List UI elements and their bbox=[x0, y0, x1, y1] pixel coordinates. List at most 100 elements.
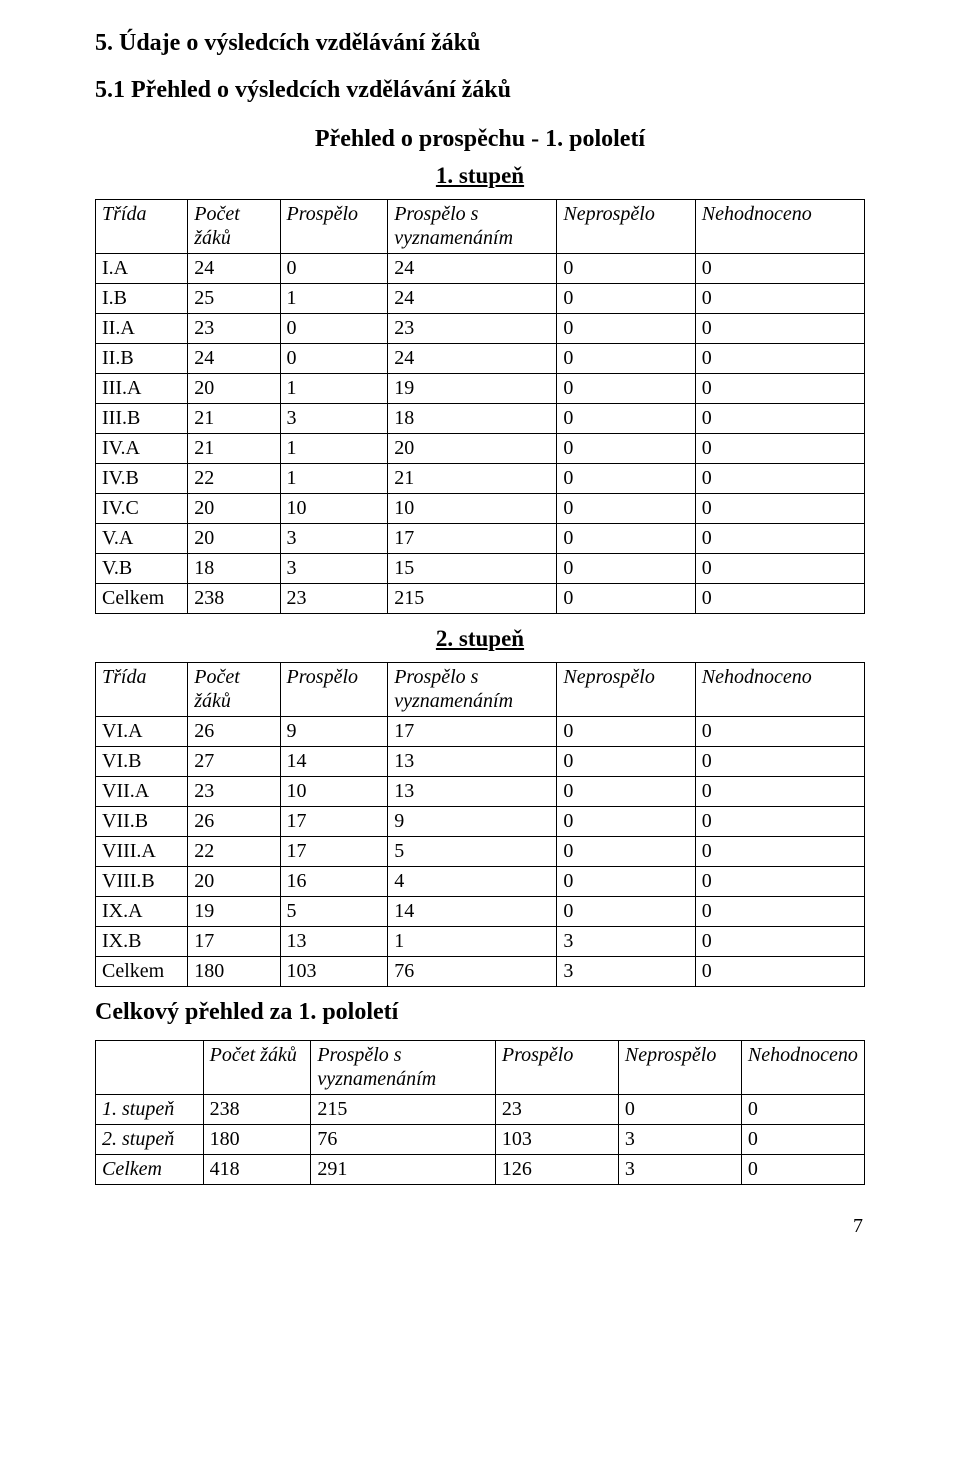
table-cell: 0 bbox=[741, 1125, 864, 1155]
table-cell: IV.C bbox=[96, 494, 188, 524]
table-cell: 0 bbox=[695, 494, 864, 524]
table-row: V.B1831500 bbox=[96, 554, 865, 584]
table-cell: 3 bbox=[280, 554, 388, 584]
table-cell: 13 bbox=[280, 927, 388, 957]
col-pocet: Počet žáků bbox=[188, 200, 280, 254]
table-cell: 23 bbox=[188, 777, 280, 807]
table-row: I.A2402400 bbox=[96, 254, 865, 284]
table-row: VI.B27141300 bbox=[96, 747, 865, 777]
table-cell: II.B bbox=[96, 344, 188, 374]
table-cell: 3 bbox=[280, 404, 388, 434]
table-cell: 0 bbox=[557, 807, 695, 837]
table-cell: 1 bbox=[280, 284, 388, 314]
summary-title: Celkový přehled za 1. pololetí bbox=[95, 999, 865, 1026]
table-cell: 20 bbox=[188, 524, 280, 554]
table-row: IV.B2212100 bbox=[96, 464, 865, 494]
table-cell: 0 bbox=[695, 404, 864, 434]
table-row: VI.A2691700 bbox=[96, 717, 865, 747]
table-header-row: Třída Počet žáků Prospělo Prospělo s vyz… bbox=[96, 200, 865, 254]
table-cell: 0 bbox=[695, 584, 864, 614]
table-cell: 3 bbox=[618, 1125, 741, 1155]
col-prospelo-s: Prospělo s vyznamenáním bbox=[388, 663, 557, 717]
table-cell: III.B bbox=[96, 404, 188, 434]
table-body: VI.A2691700VI.B27141300VII.A23101300VII.… bbox=[96, 717, 865, 987]
table-cell: 10 bbox=[280, 777, 388, 807]
table-cell: 238 bbox=[188, 584, 280, 614]
table-cell: 0 bbox=[280, 344, 388, 374]
table-cell: 0 bbox=[557, 494, 695, 524]
table-cell: 4 bbox=[388, 867, 557, 897]
table-cell: I.B bbox=[96, 284, 188, 314]
col-trida: Třída bbox=[96, 200, 188, 254]
table-cell: 0 bbox=[741, 1095, 864, 1125]
table-cell: 76 bbox=[311, 1125, 496, 1155]
table-cell: 9 bbox=[388, 807, 557, 837]
stage2-label: 2. stupeň bbox=[95, 626, 865, 652]
table-cell: 0 bbox=[557, 284, 695, 314]
col-empty bbox=[96, 1041, 204, 1095]
col-trida: Třída bbox=[96, 663, 188, 717]
table-row: IV.A2112000 bbox=[96, 434, 865, 464]
table-header-row: Počet žáků Prospělo s vyznamenáním Prosp… bbox=[96, 1041, 865, 1095]
table-cell: 0 bbox=[695, 464, 864, 494]
table-row: Celkem1801037630 bbox=[96, 957, 865, 987]
table-cell: 0 bbox=[557, 374, 695, 404]
table-cell: 1 bbox=[280, 464, 388, 494]
table-row: IX.A1951400 bbox=[96, 897, 865, 927]
table-cell: 0 bbox=[695, 554, 864, 584]
table-cell: 25 bbox=[188, 284, 280, 314]
table-cell: 0 bbox=[557, 717, 695, 747]
table-row: VII.B2617900 bbox=[96, 807, 865, 837]
table-cell: 0 bbox=[557, 867, 695, 897]
table-cell: 15 bbox=[388, 554, 557, 584]
table-cell: 20 bbox=[188, 374, 280, 404]
table-cell: 418 bbox=[203, 1155, 311, 1185]
table-stage1: Třída Počet žáků Prospělo Prospělo s vyz… bbox=[95, 199, 865, 614]
table-cell: VI.A bbox=[96, 717, 188, 747]
table-row: IX.B1713130 bbox=[96, 927, 865, 957]
table-cell: 0 bbox=[695, 777, 864, 807]
table-cell: IX.B bbox=[96, 927, 188, 957]
table-cell: 22 bbox=[188, 837, 280, 867]
table-cell: 17 bbox=[280, 837, 388, 867]
table-cell: VII.B bbox=[96, 807, 188, 837]
table-cell: 0 bbox=[280, 254, 388, 284]
table-cell: 24 bbox=[188, 254, 280, 284]
table-cell: 0 bbox=[557, 554, 695, 584]
table-row: VIII.B2016400 bbox=[96, 867, 865, 897]
table-cell: 103 bbox=[495, 1125, 618, 1155]
table-cell: 291 bbox=[311, 1155, 496, 1185]
table-cell: 126 bbox=[495, 1155, 618, 1185]
table-cell: 3 bbox=[557, 927, 695, 957]
table-cell: 24 bbox=[388, 284, 557, 314]
table-cell: V.B bbox=[96, 554, 188, 584]
table-cell: 9 bbox=[280, 717, 388, 747]
table-cell: VII.A bbox=[96, 777, 188, 807]
table-cell: 0 bbox=[695, 344, 864, 374]
table-cell: 180 bbox=[188, 957, 280, 987]
table-cell: 0 bbox=[695, 314, 864, 344]
table-cell: 0 bbox=[695, 374, 864, 404]
table-cell: 0 bbox=[695, 927, 864, 957]
table-cell: 0 bbox=[557, 254, 695, 284]
table-cell: 0 bbox=[280, 314, 388, 344]
table-cell: 0 bbox=[557, 344, 695, 374]
table-cell: 1 bbox=[388, 927, 557, 957]
table-cell: 17 bbox=[388, 717, 557, 747]
table-cell: 18 bbox=[388, 404, 557, 434]
table-cell: 0 bbox=[695, 957, 864, 987]
table-cell: 0 bbox=[557, 897, 695, 927]
table-cell: 10 bbox=[388, 494, 557, 524]
table-cell: 24 bbox=[188, 344, 280, 374]
table-cell: 0 bbox=[695, 434, 864, 464]
table-cell: 21 bbox=[388, 464, 557, 494]
table-cell: 23 bbox=[188, 314, 280, 344]
table-cell: 18 bbox=[188, 554, 280, 584]
table-cell: 0 bbox=[557, 314, 695, 344]
table-cell: 0 bbox=[695, 284, 864, 314]
table-cell: 0 bbox=[695, 717, 864, 747]
table-cell: 22 bbox=[188, 464, 280, 494]
table-row: VIII.A2217500 bbox=[96, 837, 865, 867]
table-row: V.A2031700 bbox=[96, 524, 865, 554]
table-cell: 0 bbox=[557, 747, 695, 777]
